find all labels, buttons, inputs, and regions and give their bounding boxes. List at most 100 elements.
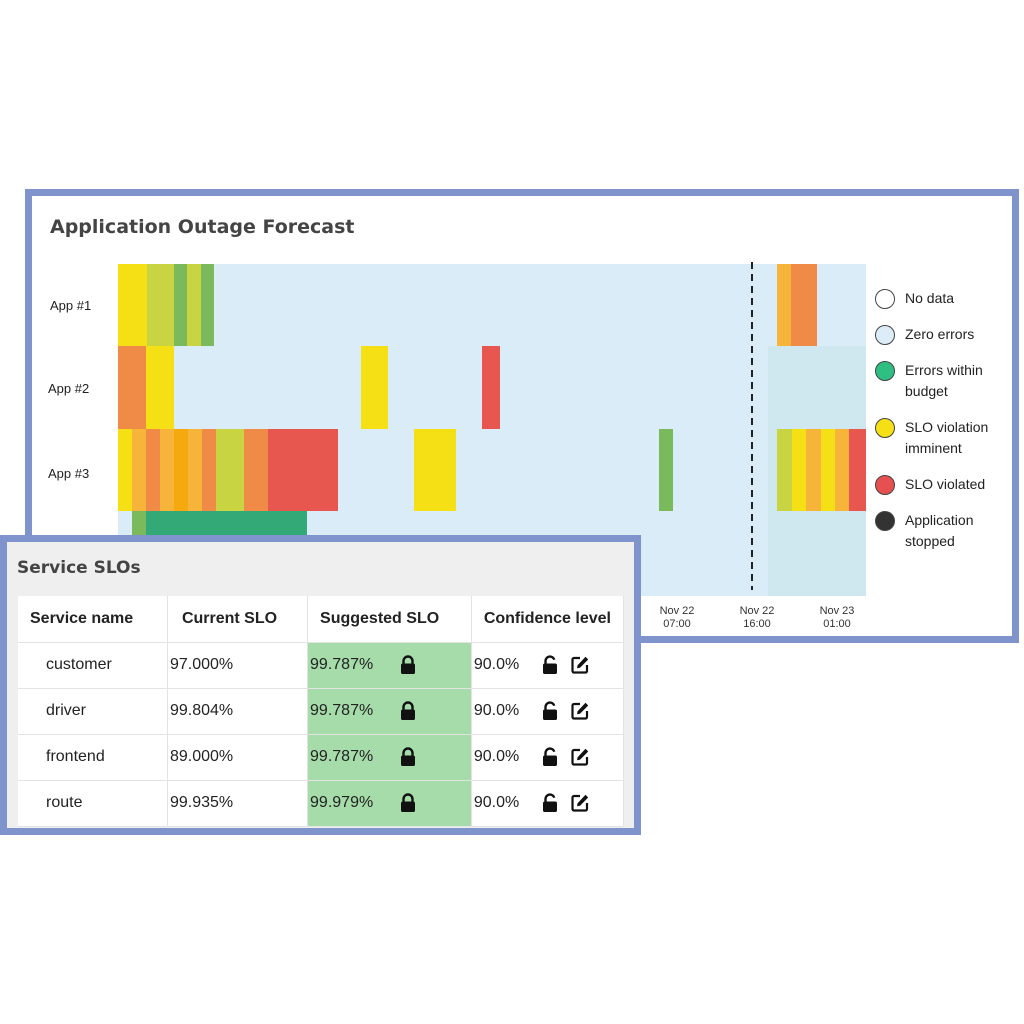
legend-item-zero-errors: Zero errors [875, 324, 1015, 345]
current-slo-value: 89.000% [169, 748, 234, 765]
heatmap-cell [187, 264, 201, 346]
heatmap-cell [132, 346, 146, 429]
slo-panel-title: Service SLOs [17, 558, 141, 578]
unlock-icon[interactable] [540, 793, 560, 813]
heatmap-cell [244, 429, 268, 511]
service-name-cell: route [18, 780, 168, 827]
legend-swatch [875, 289, 895, 309]
tick-label-time: 01:00 [823, 618, 851, 630]
heatmap-cell [791, 264, 804, 346]
heatmap-cell [792, 429, 806, 511]
legend-swatch [875, 361, 895, 381]
heatmap-cell [849, 429, 866, 511]
heatmap-cell [414, 429, 456, 511]
heatmap-cell [821, 429, 835, 511]
service-name: frontend [46, 748, 105, 765]
suggested-slo-cell: 99.787% [307, 734, 472, 781]
current-slo-value: 99.804% [169, 702, 234, 719]
unlock-icon[interactable] [540, 747, 560, 767]
suggested-slo-value: 99.979% [310, 794, 374, 811]
current-slo-cell: 97.000% [167, 642, 309, 689]
service-name-cell: customer [18, 642, 168, 689]
heatmap-cell [118, 264, 132, 346]
heatmap-cell [146, 429, 160, 511]
heatmap-cell [118, 429, 132, 511]
column-header-confidence-level[interactable]: Confidence level [471, 596, 625, 643]
confidence-level-value: 90.0% [473, 656, 520, 673]
legend-label: Errors within budget [905, 362, 983, 399]
column-header-service-name[interactable]: Service name [18, 596, 168, 643]
row-label-app-3: App #3 [48, 466, 89, 481]
confidence-level-cell: 90.0% [471, 688, 625, 735]
tick-label-time: 16:00 [743, 618, 771, 630]
heatmap-cell [361, 346, 375, 429]
legend-item-slo-violation-imminent: SLO violation imminent [875, 417, 1015, 459]
table-header-row: Service name Current SLO Suggested SLO C… [18, 596, 625, 643]
suggested-slo-value: 99.787% [310, 656, 374, 673]
service-slos-panel: Service SLOs Service name Current SLO Su… [0, 535, 641, 835]
legend-item-slo-violated: SLO violated [875, 474, 1015, 495]
heatmap-cell [659, 429, 673, 511]
lock-icon[interactable] [398, 793, 418, 813]
legend-item-no-data: No data [875, 288, 1015, 309]
heatmap-cell [804, 264, 817, 346]
edit-icon[interactable] [570, 701, 590, 721]
unlock-icon[interactable] [540, 701, 560, 721]
legend-label: Zero errors [905, 326, 975, 342]
heatmap-cell [777, 429, 792, 511]
lock-icon[interactable] [398, 747, 418, 767]
legend-swatch [875, 325, 895, 345]
tick-label-date: Nov 23 [820, 605, 855, 617]
outage-heatmap: App #1 App #2 App #3 Nov 22 07:00 Nov 22… [48, 262, 866, 630]
confidence-level-cell: 90.0% [471, 642, 625, 689]
heatmap-cell [188, 429, 202, 511]
current-slo-cell: 89.000% [167, 734, 309, 781]
table-row[interactable]: driver 99.804% 99.787% 90.0% [18, 688, 625, 735]
slo-table-body: customer 97.000% 99.787% 90.0% driver 99.804%… [18, 642, 625, 827]
legend-swatch [875, 475, 895, 495]
service-name: route [46, 794, 83, 811]
unlock-icon[interactable] [540, 655, 560, 675]
heatmap-cell [268, 429, 338, 511]
table-row[interactable]: customer 97.000% 99.787% 90.0% [18, 642, 625, 689]
suggested-slo-cell: 99.979% [307, 780, 472, 827]
heatmap-cell [216, 429, 244, 511]
confidence-level-cell: 90.0% [471, 780, 625, 827]
heatmap-cell [201, 264, 214, 346]
table-row[interactable]: route 99.935% 99.979% 90.0% [18, 780, 625, 827]
service-name: driver [46, 702, 87, 719]
edit-icon[interactable] [570, 655, 590, 675]
heatmap-cell [132, 429, 146, 511]
tick-label-date: Nov 22 [660, 605, 695, 617]
edit-icon[interactable] [570, 747, 590, 767]
confidence-level-value: 90.0% [473, 702, 520, 719]
heatmap-cell [118, 346, 132, 429]
legend-label: SLO violated [905, 476, 986, 492]
heatmap-cell [482, 346, 500, 429]
suggested-slo-cell: 99.787% [307, 642, 472, 689]
current-slo-cell: 99.804% [167, 688, 309, 735]
lock-icon[interactable] [398, 655, 418, 675]
heatmap-cell [202, 429, 216, 511]
forecast-title: Application Outage Forecast [50, 216, 355, 238]
current-slo-value: 99.935% [169, 794, 234, 811]
heatmap-cell [160, 346, 174, 429]
heatmap-cell [806, 429, 821, 511]
heatmap-cell [160, 429, 174, 511]
legend-label: SLO violation imminent [905, 419, 989, 456]
heatmap-cell [147, 264, 174, 346]
edit-icon[interactable] [570, 793, 590, 813]
table-row[interactable]: frontend 89.000% 99.787% 90.0% [18, 734, 625, 781]
lock-icon[interactable] [398, 701, 418, 721]
legend-item-errors-within-budget: Errors within budget [875, 360, 1015, 402]
column-header-current-slo[interactable]: Current SLO [167, 596, 309, 643]
legend-label: No data [905, 290, 955, 306]
heatmap-cell [174, 264, 187, 346]
heatmap-cell [835, 429, 849, 511]
service-name-cell: frontend [18, 734, 168, 781]
column-header-suggested-slo[interactable]: Suggested SLO [307, 596, 472, 643]
current-slo-value: 97.000% [169, 656, 234, 673]
heatmap-cell [132, 264, 147, 346]
confidence-level-value: 90.0% [473, 748, 520, 765]
service-name: customer [46, 656, 112, 673]
